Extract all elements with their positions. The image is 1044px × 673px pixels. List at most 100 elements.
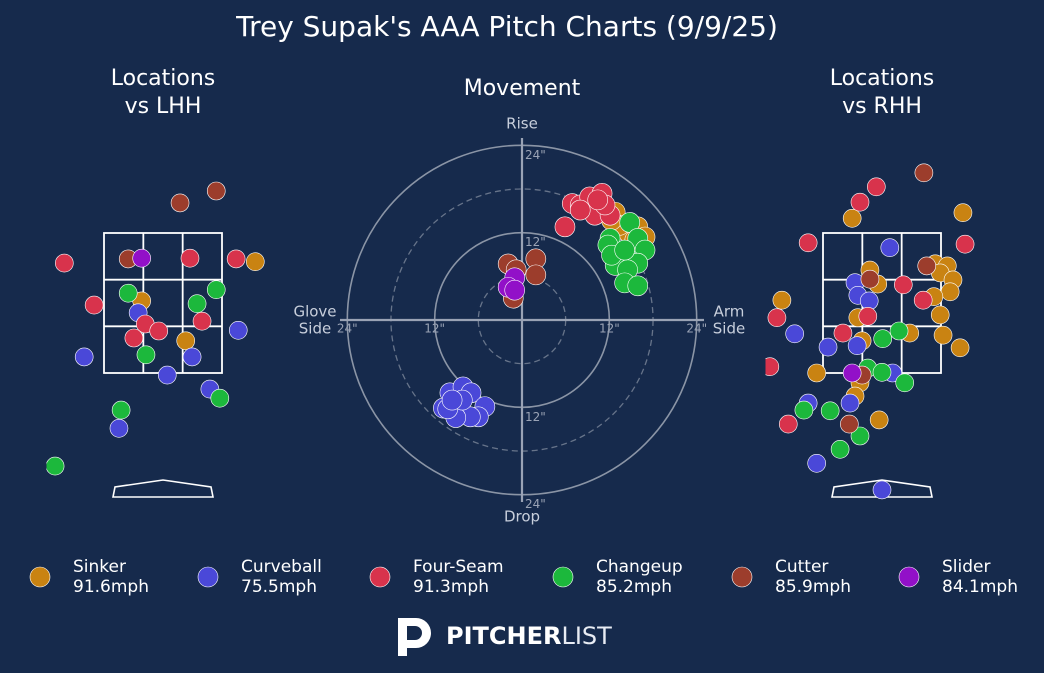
legend-name: Changeup [596,557,683,577]
legend-marker [197,566,219,588]
chart-title: Trey Supak's AAA Pitch Charts (9/9/25) [235,10,778,43]
pitch-point [55,253,74,273]
pitch-point [889,321,909,341]
pitch-point [778,414,798,434]
panel-title: Movement [464,76,581,101]
axis-label: Glove [293,303,336,321]
legend-marker [898,566,920,588]
y-tick-label: 24" [525,148,546,162]
y-tick-label: 12" [525,235,546,249]
pitch-point [955,234,975,254]
pitch-point [833,323,853,343]
y-tick-label: 24" [525,497,546,511]
pitch-point [933,325,953,345]
x-tick-label: 24" [337,322,358,336]
pitch-point [441,389,463,411]
points [46,181,265,476]
pitch-point [157,365,177,385]
pitch-point [807,363,826,383]
pitch-point [554,216,576,238]
legend-name: Cutter [775,557,828,577]
pitch-point [847,336,867,356]
panel-title: Locations [111,66,216,91]
pitch-point [798,233,818,253]
pitch-point [176,331,196,351]
pitch-point [614,239,635,261]
legend: Sinker91.6mphCurveball75.5mphFour-Seam91… [29,557,1018,597]
pitch-point [74,347,94,367]
pitch-point [182,347,202,367]
pitch-point [872,362,892,382]
x-tick-label: 12" [424,322,445,336]
logo: PITCHERLIST [398,618,612,656]
home-plate [112,479,214,498]
pitch-point [940,282,960,302]
pitch-point [504,279,526,301]
pitch-point [807,453,826,473]
pitch-point [111,400,131,420]
pitch-point [950,338,970,358]
panel-title: vs RHH [842,94,922,119]
pitch-point [913,290,933,310]
pitch-point [246,252,265,272]
pitch-point [858,306,878,326]
pitch-point [953,203,973,222]
pitch-point [914,163,934,183]
axis-label: Side [713,320,745,338]
movement-panel: 24" 12" 12" 24" 24" 12" 12" 24" Rise Drop Glove Sid… [293,115,745,526]
pitch-point [872,480,892,500]
legend-name: Curveball [241,557,322,577]
legend-marker [369,566,391,588]
pitch-point [118,283,138,303]
legend-speed: 85.9mph [775,577,851,597]
pitch-point [149,321,169,341]
pitch-point [767,308,787,328]
pitch-point [893,275,913,295]
y-tick-label: 12" [525,410,546,424]
pitch-point [192,311,212,331]
x-tick-label: 12" [599,322,620,336]
logo-text: PITCHERLIST [446,622,612,650]
pitch-point [840,414,859,434]
x-tick-label: 24" [686,322,707,336]
pitch-point [794,400,814,420]
legend-name: Four-Seam [413,557,504,577]
pitch-point [84,295,104,315]
logo-bold: PITCHER [446,622,561,650]
legend-speed: 91.6mph [73,577,149,597]
pitch-point [840,393,860,413]
pitch-point [627,275,649,297]
axis-label: Rise [506,115,538,133]
legend-name: Slider [942,557,990,577]
axis-label: Drop [504,508,540,526]
pitch-point [869,410,889,430]
pitch-point [228,320,248,340]
pitch-point [46,456,65,476]
pitch-point [136,345,156,365]
legend-speed: 91.3mph [413,577,489,597]
pitch-point [880,238,900,257]
location-panel [765,163,975,500]
pitch-point [873,329,893,349]
pitch-point [818,337,838,357]
pitch-point [772,290,792,310]
logo-light: LIST [561,622,612,650]
pitch-point [850,192,870,212]
pitch-point [765,357,780,376]
pitch-point [895,373,915,393]
pitch-point [187,294,207,314]
pitch-point [867,177,886,197]
pitch-point [226,249,246,269]
pitch-point [170,193,190,213]
panel-title: vs LHH [125,94,202,119]
pitch-point [842,209,862,228]
pitch-point [830,439,850,459]
location-panel [46,181,265,498]
